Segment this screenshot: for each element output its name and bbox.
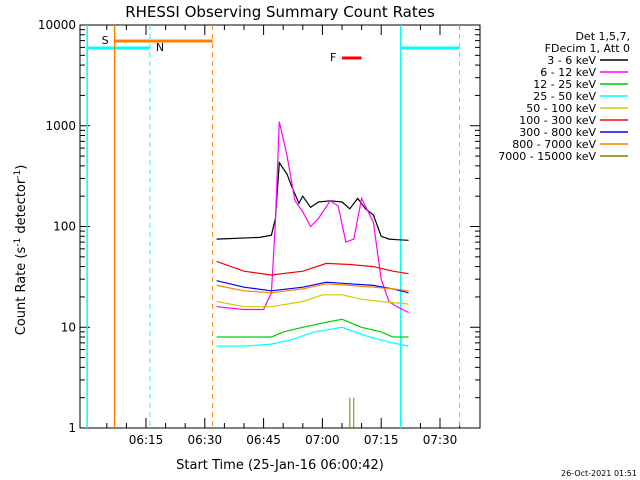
x-axis: 06:15 06:30 06:45 07:00 07:15 07:30: [106, 25, 461, 447]
s-label: S: [102, 34, 109, 47]
x-tick-label: 06:45: [246, 433, 281, 447]
y-tick-label: 10000: [38, 18, 76, 32]
series-line: [216, 121, 409, 314]
plot-border: [79, 24, 481, 429]
series-line: [216, 260, 409, 276]
legend-label: 6 - 12 keV: [540, 66, 596, 79]
y-tick-label: 10: [61, 320, 76, 334]
y-axis: 1 10 100 1000 10000: [38, 18, 480, 435]
y-axis-title: Count Rate (s-1 detector-1): [13, 165, 29, 336]
x-tick-label: 07:15: [364, 433, 399, 447]
series-line: [216, 283, 409, 294]
legend-label: 50 - 100 keV: [526, 102, 596, 115]
y-tick-label: 1: [68, 421, 76, 435]
legend-header-line2: FDecim 1, Att 0: [545, 42, 630, 55]
footer-timestamp: 26-Oct-2021 01:51: [561, 469, 637, 478]
x-tick-label: 07:00: [305, 433, 340, 447]
x-tick-label: 06:30: [188, 433, 223, 447]
series-lines: [216, 121, 409, 428]
x-tick-label: 07:30: [423, 433, 458, 447]
series-line: [216, 160, 409, 241]
plot-frame: [79, 24, 481, 429]
f-label: F: [330, 51, 336, 64]
chart-title: RHESSI Observing Summary Count Rates: [125, 3, 435, 21]
observing-flags: N S F: [86, 25, 461, 428]
legend-label: 800 - 7000 keV: [512, 138, 596, 151]
legend-label: 7000 - 15000 keV: [498, 150, 596, 163]
legend-label: 300 - 800 keV: [519, 126, 596, 139]
n-label: N: [156, 41, 164, 54]
legend-label: 3 - 6 keV: [547, 54, 596, 67]
y-tick-label: 1000: [45, 119, 76, 133]
series-line: [216, 326, 409, 347]
legend-label: 25 - 50 keV: [533, 90, 596, 103]
x-tick-label: 06:15: [129, 433, 164, 447]
x-axis-title: Start Time (25-Jan-16 06:00:42): [176, 458, 384, 473]
legend-label: 100 - 300 keV: [519, 114, 596, 127]
legend-label: 12 - 25 keV: [533, 78, 596, 91]
series-line: [216, 294, 409, 308]
legend-header-line1: Det 1,5,7,: [575, 30, 630, 43]
y-tick-label: 100: [53, 220, 76, 234]
series-line: [216, 318, 409, 338]
